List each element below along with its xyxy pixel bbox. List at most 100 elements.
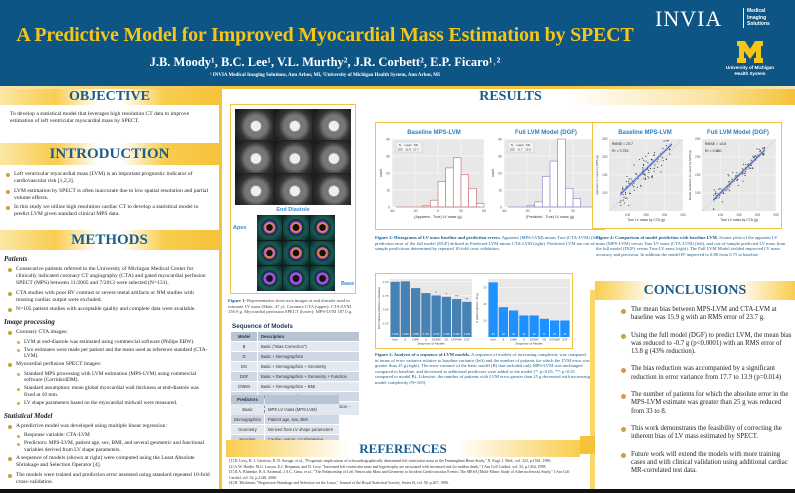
chart-title: Full LVM Model (DGF) (515, 130, 577, 136)
stat-bullet: A predictive model was developed using m… (4, 423, 211, 430)
data-point (643, 159, 645, 161)
x-tick-label: DG\BMI (432, 339, 441, 342)
y-tick-label: 0.50 (383, 308, 389, 312)
data-point (744, 174, 746, 177)
figure-3: Baseline MPS-LVM 0 10 20 30 40 -60 -30 0 30 60 (App… (375, 122, 605, 230)
data-point (626, 175, 628, 178)
x-tick-label: -30 (412, 209, 417, 213)
data-point (625, 197, 627, 199)
conclusion-bullet: The number of patients for which the abs… (617, 391, 792, 416)
data-point (764, 147, 766, 149)
mps-sub: Standard MPS processing with LVM estimat… (4, 371, 211, 384)
data-point (660, 171, 662, 173)
data-point (763, 153, 765, 155)
x-tick-label: -60 (389, 209, 394, 213)
x-tick-label: 30 (571, 209, 575, 213)
patients-bullet: CTA studies with poor RV contrast or sev… (4, 290, 211, 304)
cta-slice-image (235, 141, 273, 173)
bottom-border (0, 489, 795, 493)
x-tick-label: 60 (482, 209, 486, 213)
invia-sub-line: Solutions (747, 21, 770, 27)
data-point (727, 188, 729, 190)
x-tick-label: DGF\BMI (550, 339, 560, 342)
data-point (626, 197, 628, 199)
table-row: DGF Basic + Demographics + Geometry + Fun… (231, 372, 359, 381)
bar (529, 315, 539, 337)
histogram-full-model: Full LVM Model (DGF)010203040-60-3003060… (491, 130, 598, 219)
cta-slice-image (313, 109, 351, 141)
stats-header: mean (516, 143, 524, 147)
data-point (648, 177, 650, 179)
data-point (742, 163, 744, 165)
data-point (647, 176, 649, 178)
data-point (645, 178, 647, 180)
bar (390, 281, 400, 337)
y-tick-label: 200 (602, 155, 608, 159)
histogram-bar (534, 201, 543, 208)
table-row: DG Basic + Demographics + Geometry (231, 362, 359, 371)
invia-logo-subtitle: Medical Imaging Solutions (743, 8, 770, 28)
table-cell: B (231, 342, 257, 351)
data-point (762, 147, 764, 149)
data-point (644, 177, 647, 179)
annotation: RMSE = 23.7 (612, 142, 633, 146)
intro-bullet: Left ventricular myocardial mass (LVM) i… (2, 171, 211, 185)
um-text-line: University of Michigan (725, 65, 774, 70)
x-tick-label: None (490, 339, 496, 342)
affiliations: ¹ INVIA Medical Imaging Solutions, Ann A… (210, 73, 440, 78)
data-point (628, 180, 630, 182)
data-point (626, 181, 628, 183)
col-header (265, 395, 339, 404)
cta-sub: LVM at end-diastole was estimated using … (4, 339, 211, 346)
data-point (643, 178, 645, 180)
x-tick-label: 200 (755, 213, 761, 217)
x-axis-label: (Apparent - True) LV mass (g) (414, 215, 461, 219)
cta-sub: Two estimates were made per patient and … (4, 347, 211, 360)
x-tick-label: DG (445, 339, 449, 342)
data-point (649, 168, 652, 170)
data-point (642, 163, 645, 165)
y-tick-label: 150 (695, 173, 701, 177)
table-cell: DG (231, 362, 257, 371)
data-point (745, 163, 747, 165)
stats-box (395, 141, 423, 153)
histogram-baseline: Baseline MPS-LVM 0 10 20 30 40 -60 -30 0 30 60 (App… (379, 130, 486, 219)
y-axis-label: Apparent LV mass by MPS (g) (595, 155, 599, 195)
data-point (635, 172, 637, 174)
introduction-list: Left ventricular myocardial mass (LVM) i… (2, 171, 211, 218)
data-point (657, 166, 659, 168)
models-table-title: Sequence of Models (232, 323, 293, 330)
histogram-bar (549, 160, 559, 208)
fit-line (712, 149, 766, 201)
bar (519, 315, 529, 337)
caption-label: Figure 2: Analysis of a sequence of LVM … (375, 352, 471, 357)
stats-box (507, 141, 535, 153)
table-cell: DGF (231, 372, 257, 381)
table-cell: Derived from LV shape parameters (265, 425, 339, 434)
histogram-bar (445, 167, 454, 208)
invia-logo: INVIA (655, 6, 723, 31)
data-point (633, 164, 635, 166)
reference-item: [3] D.A. Bluemke, R.A. Kronmal, J.A.C. L… (229, 470, 570, 480)
data-point (648, 171, 650, 173)
scatter-baseline: Baseline MPS-LVM 100 150 200 250 100 150 200 250… (595, 130, 686, 222)
y-axis-label: Error Variance (Relative to Baseline) (377, 287, 381, 329)
bar (462, 301, 472, 337)
histogram-bar (557, 138, 566, 208)
x-tick-label: 100 (625, 213, 631, 217)
caption-text: A sequence of models of increasing compl… (375, 352, 590, 385)
cta-slice-image (235, 109, 273, 141)
chart-title: Full LVM Model (DGF) (707, 130, 769, 136)
col-header: Model (231, 332, 257, 341)
y-tick-label: 0.75 (383, 294, 389, 298)
x-tick-label: DGF (562, 339, 568, 342)
invia-sub-line: Imaging (747, 14, 767, 21)
y-tick-label: 30 (483, 285, 487, 289)
references-heading: REFERENCES (226, 440, 580, 457)
data-point (623, 202, 625, 204)
poster-title: A Predictive Model for Improved Myocardi… (16, 24, 634, 46)
predictors-table: Predictors Basic MPS LV mass (MPS-LVM) Dem… (230, 394, 340, 445)
data-point (661, 164, 663, 166)
col-header: Predictors (231, 395, 264, 404)
reference-item: [4] R. Tibshirani, "Regression Shrinkage… (229, 481, 450, 486)
